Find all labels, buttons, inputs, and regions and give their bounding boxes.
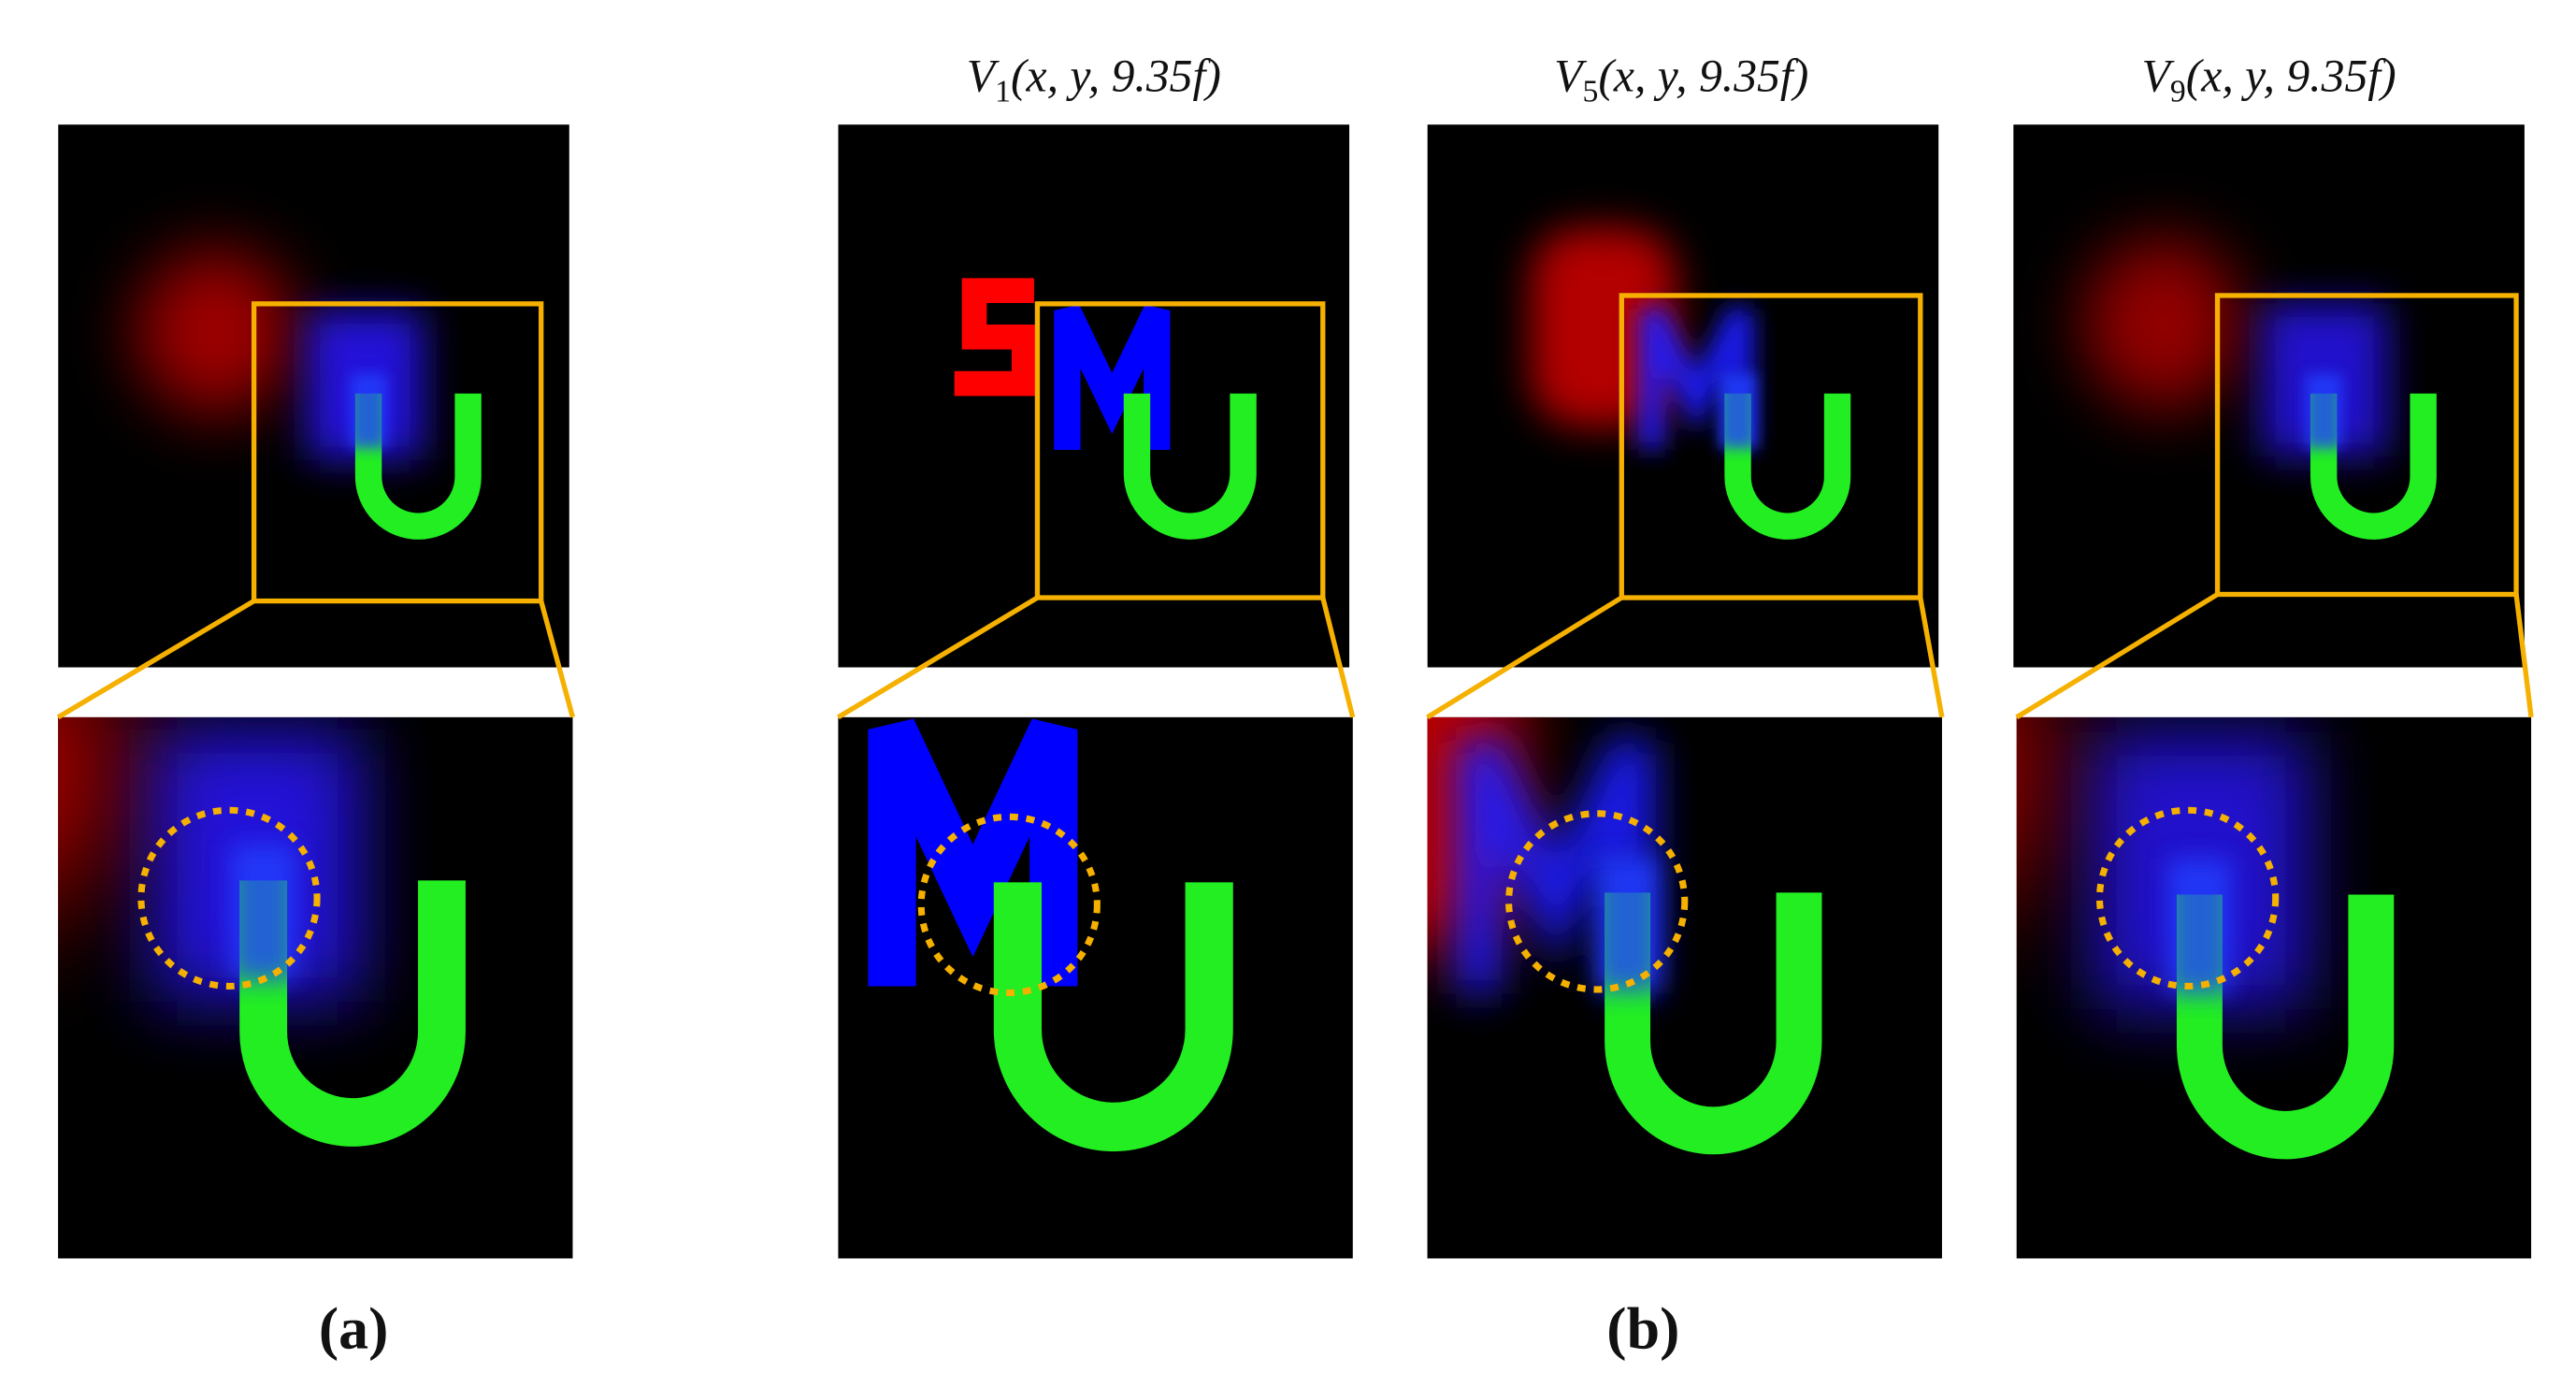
zoom-panel [1665, 716, 2532, 1259]
zoom-panel [58, 716, 573, 1259]
image-panel [1428, 124, 1939, 667]
zoom-panel [1093, 716, 1942, 1259]
zoom-panel [480, 716, 1401, 1259]
zoom-line [2513, 594, 2534, 718]
image [58, 124, 569, 667]
title: V9(x, y, 9.35f) [2142, 51, 2396, 109]
title: V5(x, y, 9.35f) [1554, 51, 1808, 109]
image [2013, 124, 2525, 667]
image [1428, 124, 1939, 667]
image-panel [2013, 124, 2525, 667]
highlight-circle [1505, 810, 1689, 993]
zoom-line [2015, 592, 2219, 720]
image-panel [58, 124, 569, 667]
zoom-box [251, 301, 544, 604]
highlight-circle [917, 813, 1101, 997]
zoom-line [1918, 597, 1945, 718]
highlight-circle [137, 806, 321, 990]
highlight-circle [2095, 806, 2280, 990]
zoom-line [1426, 595, 1623, 720]
zoom-box [2214, 293, 2519, 598]
zoom-line [56, 599, 255, 720]
label: (b) [1606, 1294, 1679, 1361]
zoom-box [1034, 301, 1326, 600]
zoom-line [1320, 597, 1356, 718]
label: (a) [319, 1294, 389, 1361]
zoom-line [539, 600, 576, 718]
panels [56, 124, 2534, 1259]
image [838, 124, 1349, 667]
title: V1(x, y, 9.35f) [967, 51, 1221, 109]
zoom-box [1619, 293, 1923, 600]
zoom-line [837, 595, 1039, 720]
image-panel [838, 124, 1349, 667]
